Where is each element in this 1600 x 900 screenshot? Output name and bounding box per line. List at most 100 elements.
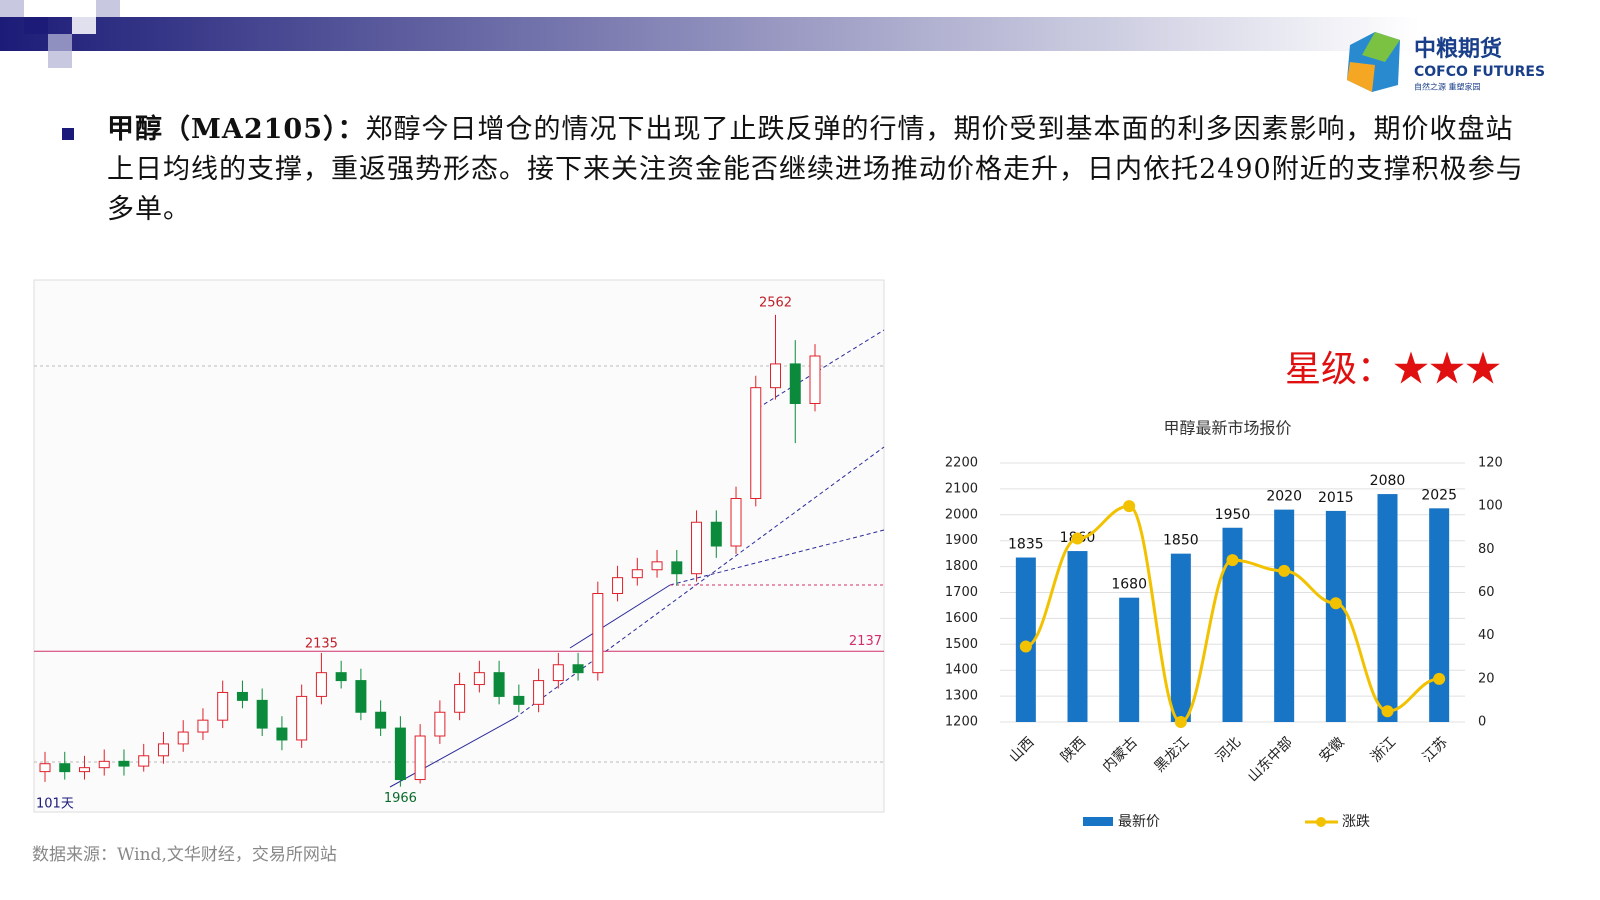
candle-body: [671, 561, 683, 575]
y-tick-label: 2100: [945, 481, 978, 496]
candle-body: [513, 695, 525, 705]
y2-tick-label: 20: [1478, 671, 1495, 686]
bar-label: 1680: [1111, 577, 1147, 593]
rating: 星级：★★★: [1285, 349, 1502, 390]
high-label: 2562: [759, 295, 792, 310]
candle-body: [177, 731, 189, 745]
trend-line: [514, 446, 885, 719]
bullet: [62, 128, 74, 140]
candle-body: [296, 695, 308, 741]
hline-label: 2137: [849, 634, 882, 649]
y-tick-label: 2200: [945, 456, 978, 471]
candle-body: [770, 363, 782, 389]
line-marker: [1123, 500, 1136, 513]
bar: [1119, 597, 1140, 722]
paragraph: 甲醇（MA2105）：郑醇今日增仓的情况下出现了止跌反弹的行情，期价受到基本面的…: [107, 110, 1527, 230]
logo-en: COFCO FUTURES: [1414, 64, 1545, 80]
legend-swatch: [1316, 817, 1326, 827]
candle-body: [276, 727, 288, 741]
bar: [1274, 509, 1295, 722]
source: 数据来源：Wind,文华财经，交易所网站: [32, 845, 337, 865]
y2-tick-label: 40: [1478, 628, 1495, 643]
candle-body: [98, 760, 110, 769]
bar: [1170, 553, 1191, 722]
paragraph-body: 郑醇今日增仓的情况下出现了止跌反弹的行情，期价受到基本面的利多因素影响，期价收盘…: [107, 114, 1524, 225]
trend-line: [669, 529, 885, 586]
paragraph-prefix: 甲醇（MA2105）：: [107, 114, 366, 145]
candle-panel: [33, 279, 885, 813]
trend-line: [389, 717, 516, 788]
candle-body: [552, 664, 564, 682]
candle-body: [236, 691, 248, 701]
line-marker: [1019, 640, 1032, 653]
header-square: [96, 0, 120, 17]
y-tick-label: 1200: [945, 715, 978, 730]
bar-label: 2020: [1266, 489, 1302, 505]
y2-tick-label: 120: [1478, 456, 1503, 471]
bar-label: 1950: [1215, 507, 1251, 523]
bar-label: 1835: [1008, 537, 1044, 553]
header-band: [0, 17, 1420, 51]
chart-title: 甲醇最新市场报价: [1163, 419, 1291, 438]
candle-body: [533, 680, 545, 705]
y2-tick-label: 80: [1478, 542, 1495, 557]
candle-body: [592, 593, 604, 674]
x-tick-label: 黑龙江: [1151, 734, 1192, 775]
legend-swatch: [1083, 817, 1113, 826]
header-square: [72, 17, 96, 34]
y-tick-label: 1900: [945, 533, 978, 548]
bar: [1377, 494, 1398, 722]
x-tick-label: 河北: [1213, 734, 1244, 765]
candle-body: [612, 577, 624, 595]
line-marker: [1381, 705, 1394, 718]
header-square: [48, 34, 72, 51]
legend-label: 最新价: [1118, 814, 1160, 830]
candle-body: [730, 498, 742, 547]
candle-body: [493, 672, 505, 697]
candle-body: [572, 664, 584, 674]
candle-body: [651, 561, 663, 571]
x-tick-label: 江苏: [1420, 734, 1451, 765]
trend-line: [569, 584, 671, 649]
y2-tick-label: 100: [1478, 499, 1503, 514]
bar-label: 1850: [1163, 533, 1199, 549]
candle-body: [434, 711, 446, 737]
x-tick-label: 山东中部: [1245, 734, 1296, 785]
logo-slogan: 自然之源 重塑家园: [1414, 82, 1481, 92]
trend-line: [757, 329, 885, 409]
logo-mark: [1347, 62, 1375, 92]
line-marker: [1071, 532, 1084, 545]
candle-body: [394, 727, 406, 781]
line-marker: [1433, 672, 1446, 685]
bar-label: 2080: [1370, 473, 1406, 489]
y2-tick-label: 60: [1478, 585, 1495, 600]
header-square: [0, 0, 24, 17]
candle-body: [473, 672, 485, 686]
line-marker: [1226, 554, 1239, 567]
bar: [1222, 527, 1243, 722]
low-label: 1966: [384, 791, 417, 806]
line: [1025, 504, 1440, 724]
bar-label: 2015: [1318, 490, 1354, 506]
candle-body: [454, 684, 466, 713]
candle-body: [375, 711, 387, 729]
peak-label: 2135: [305, 636, 338, 651]
candle-body: [710, 521, 722, 547]
candle-body: [197, 719, 209, 733]
legend-label: 涨跌: [1342, 814, 1370, 830]
bar: [1067, 551, 1088, 722]
candle-body: [39, 763, 51, 773]
x-tick-label: 山西: [1006, 734, 1037, 765]
bar: [1325, 510, 1346, 722]
candle-body: [414, 735, 426, 781]
bar: [1429, 508, 1450, 722]
candle-body: [809, 355, 821, 404]
candle-body: [335, 672, 347, 682]
candle-body: [750, 387, 762, 499]
candle-body: [118, 760, 130, 767]
y-tick-label: 1500: [945, 637, 978, 652]
candle-body: [789, 363, 801, 404]
line-marker: [1174, 716, 1187, 728]
line-marker: [1329, 597, 1342, 610]
